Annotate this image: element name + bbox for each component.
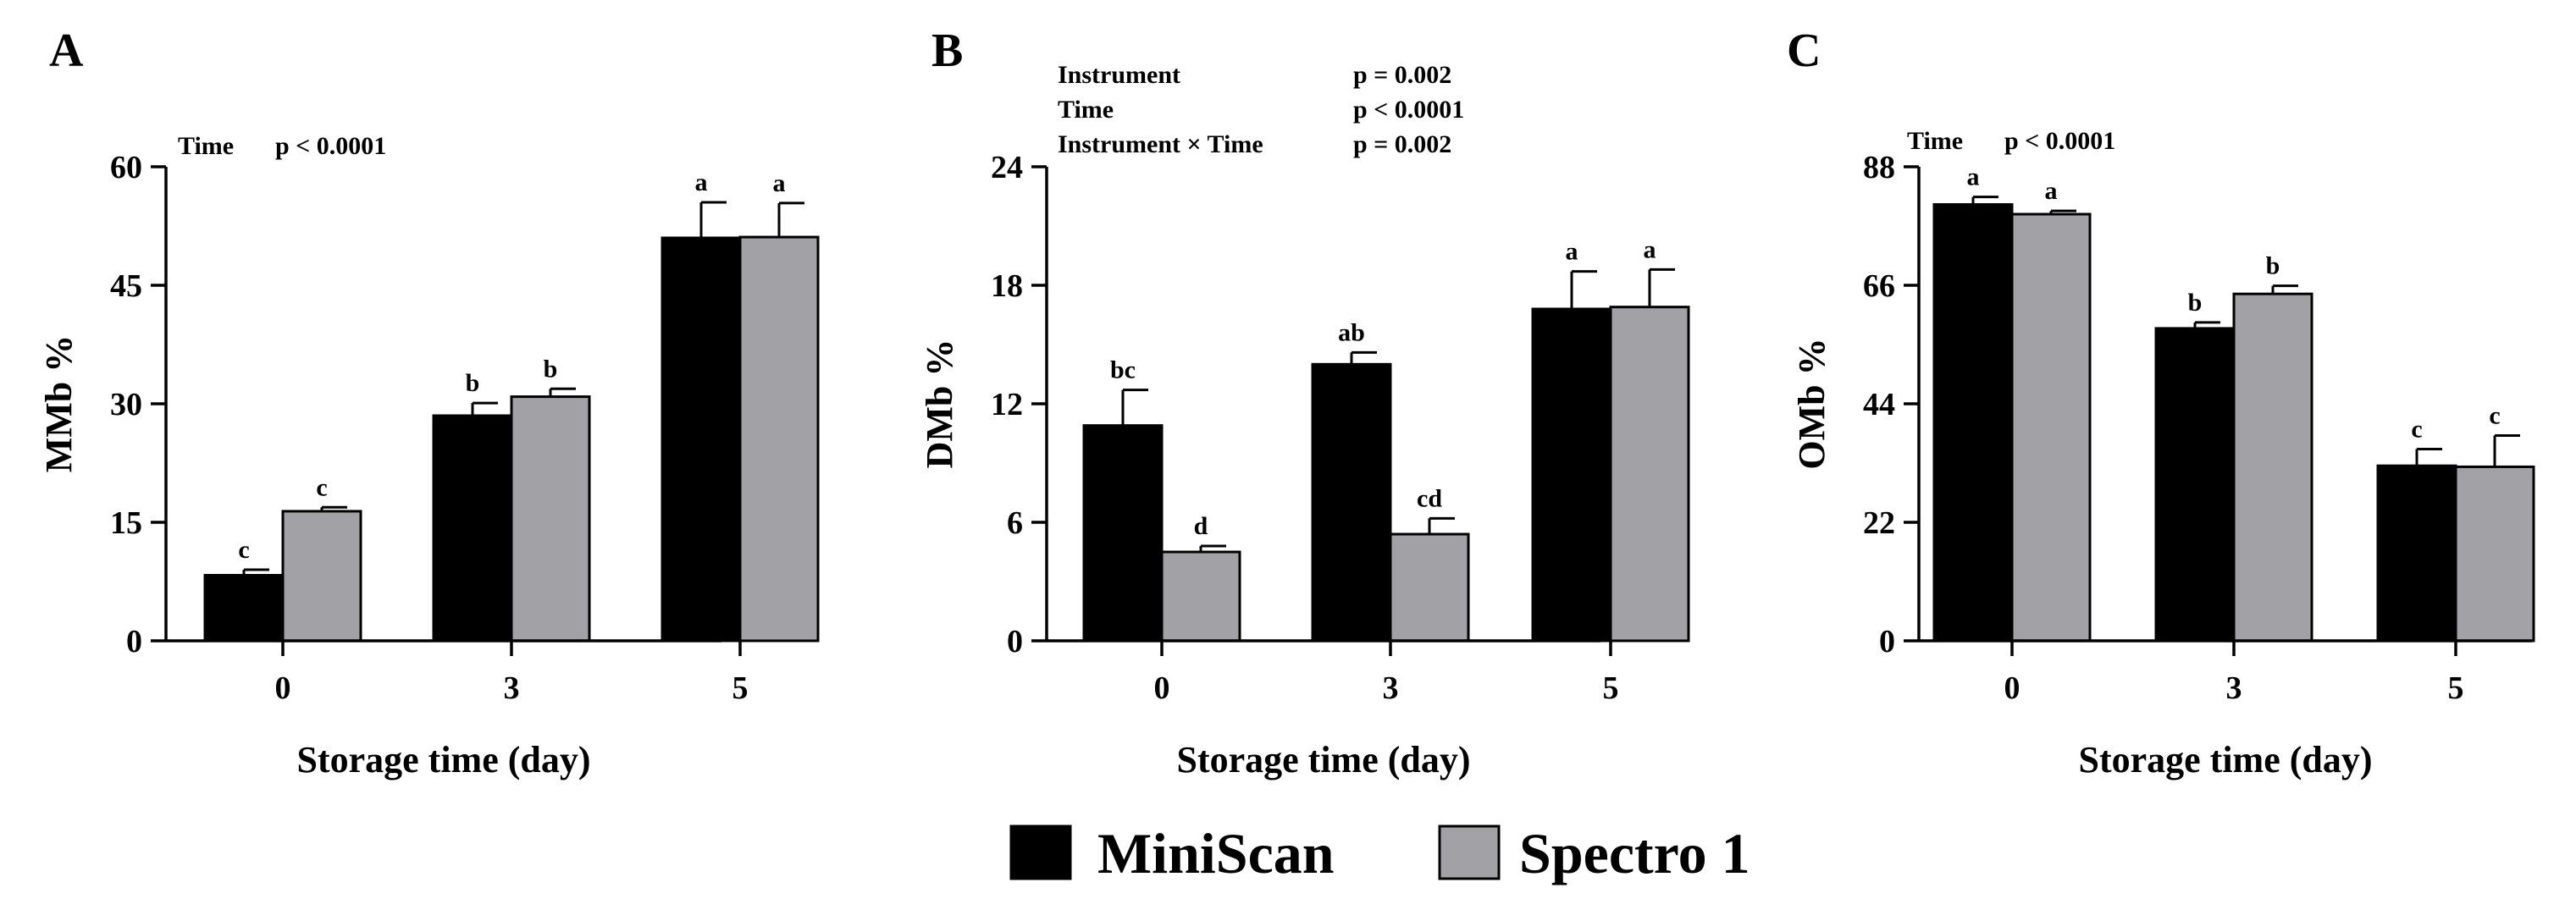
bar-miniscan-day-3 <box>432 414 513 643</box>
y-tick-label: 22 <box>1863 505 1895 541</box>
y-tick-label: 15 <box>110 505 142 541</box>
significance-letter: a <box>2045 177 2058 205</box>
significance-letter: bc <box>1110 356 1136 384</box>
x-axis-title: Storage time (day) <box>296 739 590 780</box>
y-tick-label: 24 <box>991 150 1023 185</box>
stat-p-value: p < 0.0001 <box>1353 96 1464 124</box>
stat-term: Instrument <box>1058 61 1180 89</box>
bar-miniscan-day-3 <box>1311 362 1392 643</box>
significance-letter: b <box>2188 289 2203 317</box>
significance-letter: c <box>2411 415 2422 443</box>
stat-term: Time <box>1907 127 1963 155</box>
x-tick-label: 5 <box>2448 670 2464 706</box>
bar-spectro-1-day-5 <box>2454 465 2535 643</box>
significance-letter: c <box>238 536 249 564</box>
y-axis-title: OMb % <box>1791 338 1832 469</box>
bar-miniscan-day-3 <box>2154 327 2236 643</box>
stat-term: Time <box>1058 96 1114 124</box>
x-tick-label: 5 <box>732 670 749 706</box>
y-tick-label: 88 <box>1863 150 1895 185</box>
y-tick-label: 0 <box>1879 624 1895 659</box>
y-axis-title: DMb % <box>919 339 960 469</box>
bar-miniscan-day-0 <box>1932 203 2014 643</box>
y-tick-label: 6 <box>1007 505 1023 541</box>
x-axis-title: Storage time (day) <box>1176 739 1470 780</box>
significance-letter: a <box>695 168 708 196</box>
bar-miniscan-day-0 <box>203 574 285 643</box>
x-tick-label: 5 <box>1603 670 1619 706</box>
significance-letter: ab <box>1338 318 1365 346</box>
y-tick-label: 12 <box>991 387 1023 422</box>
y-axis-title: MMb % <box>38 335 80 473</box>
bar-spectro-1-day-0 <box>2010 212 2092 643</box>
significance-letter: a <box>1566 238 1578 266</box>
x-tick-label: 0 <box>275 670 291 706</box>
panel-label: A <box>49 25 84 77</box>
panel-label: B <box>931 25 963 77</box>
significance-letter: a <box>1967 163 1980 191</box>
bar-spectro-1-day-0 <box>281 510 362 643</box>
stat-term: Time <box>178 132 234 160</box>
significance-letter: c <box>316 473 327 501</box>
bar-spectro-1-day-0 <box>1160 550 1241 643</box>
significance-letter: b <box>466 369 480 397</box>
stat-p-value: p = 0.002 <box>1353 61 1451 89</box>
legend-label: MiniScan <box>1097 821 1335 885</box>
x-tick-label: 0 <box>1154 670 1170 706</box>
bar-miniscan-day-0 <box>1082 424 1164 643</box>
legend-swatch-miniscan <box>1009 825 1072 880</box>
bar-spectro-1-day-3 <box>2232 292 2313 643</box>
y-tick-label: 0 <box>126 624 142 659</box>
x-tick-label: 3 <box>1383 670 1399 706</box>
stat-p-value: p = 0.002 <box>1353 130 1451 158</box>
significance-letter: d <box>1194 512 1208 540</box>
x-tick-label: 3 <box>504 670 520 706</box>
bar-spectro-1-day-5 <box>1609 306 1690 643</box>
y-tick-label: 45 <box>110 268 142 304</box>
significance-letter: a <box>1644 235 1656 263</box>
x-tick-label: 0 <box>2004 670 2020 706</box>
bar-miniscan-day-5 <box>1531 307 1612 643</box>
legend-swatch-spectro-1 <box>1438 825 1501 880</box>
y-tick-label: 66 <box>1863 268 1895 304</box>
bar-spectro-1-day-3 <box>510 395 591 643</box>
bar-spectro-1-day-5 <box>738 235 820 643</box>
stat-p-value: p < 0.0001 <box>275 132 386 160</box>
bar-spectro-1-day-3 <box>1389 532 1470 643</box>
legend-label: Spectro 1 <box>1519 821 1750 885</box>
y-tick-label: 60 <box>110 150 142 185</box>
stat-p-value: p < 0.0001 <box>2004 127 2115 155</box>
significance-letter: cd <box>1417 484 1442 512</box>
bar-miniscan-day-5 <box>2376 464 2457 643</box>
x-tick-label: 3 <box>2226 670 2242 706</box>
y-tick-label: 18 <box>991 268 1023 304</box>
significance-letter: b <box>2266 252 2280 280</box>
significance-letter: b <box>544 355 558 383</box>
y-tick-label: 30 <box>110 387 142 422</box>
significance-letter: a <box>773 169 786 197</box>
significance-letter: c <box>2489 402 2500 430</box>
stat-term: Instrument × Time <box>1058 130 1263 158</box>
y-tick-label: 44 <box>1863 387 1895 422</box>
panel-label: C <box>1787 25 1821 77</box>
bar-miniscan-day-5 <box>661 236 742 643</box>
y-tick-label: 0 <box>1007 624 1023 659</box>
x-axis-title: Storage time (day) <box>2078 739 2372 780</box>
